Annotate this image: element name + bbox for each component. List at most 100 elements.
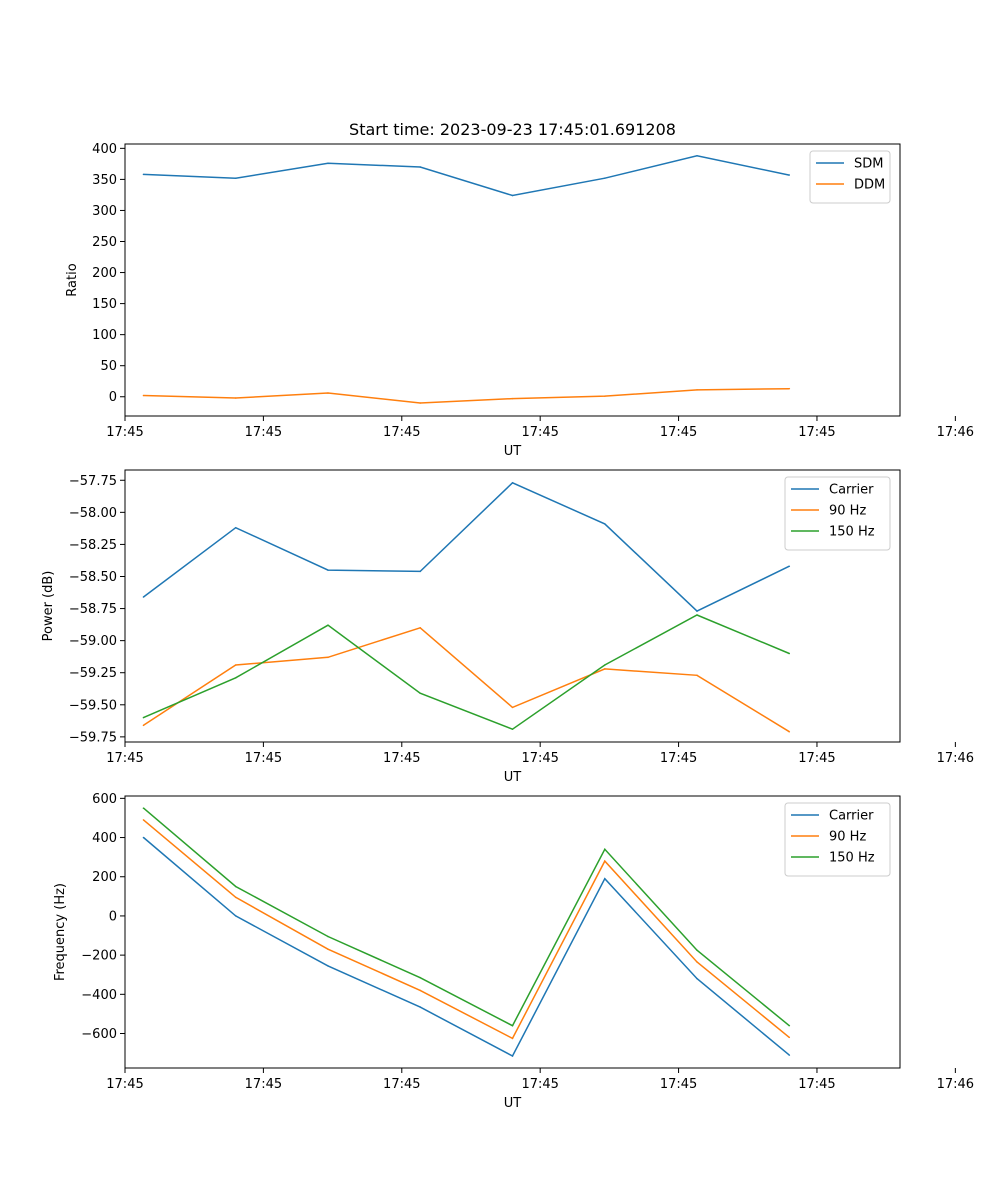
data-point — [234, 397, 237, 399]
plot-area-frame — [124, 143, 901, 417]
data-point — [419, 692, 421, 694]
series-line-carrier — [143, 836, 790, 1058]
series-line-150-hz — [143, 614, 790, 731]
x-axis-label: UT — [504, 444, 522, 459]
plot-area-frame — [124, 795, 901, 1069]
legend-label: 90 Hz — [829, 504, 866, 519]
x-tick-label: 17:45 — [521, 1077, 558, 1092]
legend-label: 90 Hz — [829, 830, 866, 845]
data-point — [327, 392, 329, 394]
chart-panel-2: 17:45 17:45 17:45 17:45 17:45 17:45 17:46 −59.7… — [41, 469, 974, 785]
x-tick-label: 17:45 — [106, 425, 143, 440]
data-point — [604, 668, 606, 670]
y-tick-label: −57.75 — [69, 474, 117, 489]
data-point — [788, 387, 791, 390]
data-point — [788, 1024, 791, 1027]
series-line-90-hz — [143, 819, 790, 1040]
data-point — [696, 977, 698, 980]
data-point — [511, 397, 514, 400]
x-tick-label: 17:45 — [383, 1077, 420, 1092]
y-axis-label: Power (dB) — [41, 571, 56, 642]
chart-title: Start time: 2023-09-23 17:45:01.691208 — [349, 120, 676, 139]
x-axis-label: UT — [504, 1096, 522, 1111]
y-axis-label: Frequency (Hz) — [53, 883, 68, 981]
data-point — [604, 664, 606, 666]
data-point — [142, 173, 145, 176]
data-point — [511, 1055, 514, 1057]
data-point — [788, 730, 791, 733]
y-tick-label: 300 — [92, 204, 117, 219]
y-tick-label: −400 — [81, 988, 117, 1003]
data-point — [327, 965, 329, 967]
data-point — [327, 656, 329, 659]
data-point — [696, 674, 698, 677]
x-tick-label: 17:46 — [937, 1077, 974, 1092]
chart-panels: Start time: 2023-09-23 17:45:01.691208 17… — [41, 120, 974, 1111]
y-tick-label: −59.50 — [69, 698, 117, 713]
data-point — [234, 915, 237, 917]
series-line-90-hz — [143, 626, 790, 733]
data-point — [604, 860, 606, 862]
data-point — [419, 989, 421, 992]
data-point — [142, 836, 145, 839]
data-point — [788, 1036, 791, 1039]
data-point — [511, 728, 514, 730]
data-point — [604, 523, 606, 525]
data-point — [419, 976, 421, 979]
data-point — [234, 664, 237, 666]
data-point — [142, 819, 145, 821]
data-point — [327, 935, 329, 938]
data-point — [604, 848, 606, 851]
y-tick-label: 200 — [92, 870, 117, 885]
data-point — [696, 949, 698, 951]
y-tick-label: −59.25 — [69, 666, 117, 681]
series-line-ddm — [143, 387, 790, 404]
data-point — [604, 177, 606, 179]
y-tick-label: 0 — [109, 390, 117, 405]
data-point — [511, 1024, 514, 1027]
series-line-150-hz — [143, 807, 790, 1027]
x-axis-label: UT — [504, 770, 522, 785]
y-tick-label: 150 — [92, 297, 117, 312]
legend-label: DDM — [854, 178, 885, 193]
data-point — [696, 155, 698, 157]
data-point — [419, 570, 421, 573]
chart-panel-1: Start time: 2023-09-23 17:45:01.691208 17… — [65, 120, 974, 459]
x-tick-label: 17:46 — [937, 425, 974, 440]
y-tick-label: 250 — [92, 235, 117, 250]
chart-panel-3: 17:45 17:45 17:45 17:45 17:45 17:45 17:46 −600 −… — [53, 792, 974, 1111]
data-point — [234, 177, 237, 179]
data-point — [142, 724, 145, 727]
x-tick-label: 17:45 — [245, 1077, 282, 1092]
y-tick-label: −600 — [81, 1027, 117, 1042]
legend-label: 150 Hz — [829, 851, 875, 866]
data-point — [142, 807, 145, 809]
data-point — [604, 395, 606, 397]
series-line-sdm — [143, 155, 790, 197]
y-tick-label: 350 — [92, 173, 117, 188]
data-point — [788, 652, 791, 655]
data-point — [234, 885, 237, 888]
x-tick-label: 17:45 — [245, 425, 282, 440]
y-tick-label: −58.25 — [69, 538, 117, 553]
y-tick-label: 100 — [92, 328, 117, 343]
x-tick-label: 17:45 — [798, 425, 835, 440]
data-point — [604, 877, 606, 880]
plot-area-frame — [124, 469, 901, 743]
y-tick-label: −58.75 — [69, 602, 117, 617]
y-tick-label: −58.00 — [69, 506, 117, 521]
data-point — [327, 569, 329, 571]
x-tick-label: 17:46 — [937, 751, 974, 766]
data-point — [142, 596, 145, 598]
y-axis-label: Ratio — [65, 263, 80, 296]
y-tick-label: −59.75 — [69, 730, 117, 745]
y-tick-label: 400 — [92, 831, 117, 846]
data-point — [511, 1037, 514, 1040]
x-tick-label: 17:45 — [383, 751, 420, 766]
data-point — [511, 482, 514, 484]
x-tick-label: 17:45 — [660, 1077, 697, 1092]
data-point — [327, 948, 329, 950]
data-point — [234, 896, 237, 899]
x-tick-label: 17:45 — [521, 425, 558, 440]
